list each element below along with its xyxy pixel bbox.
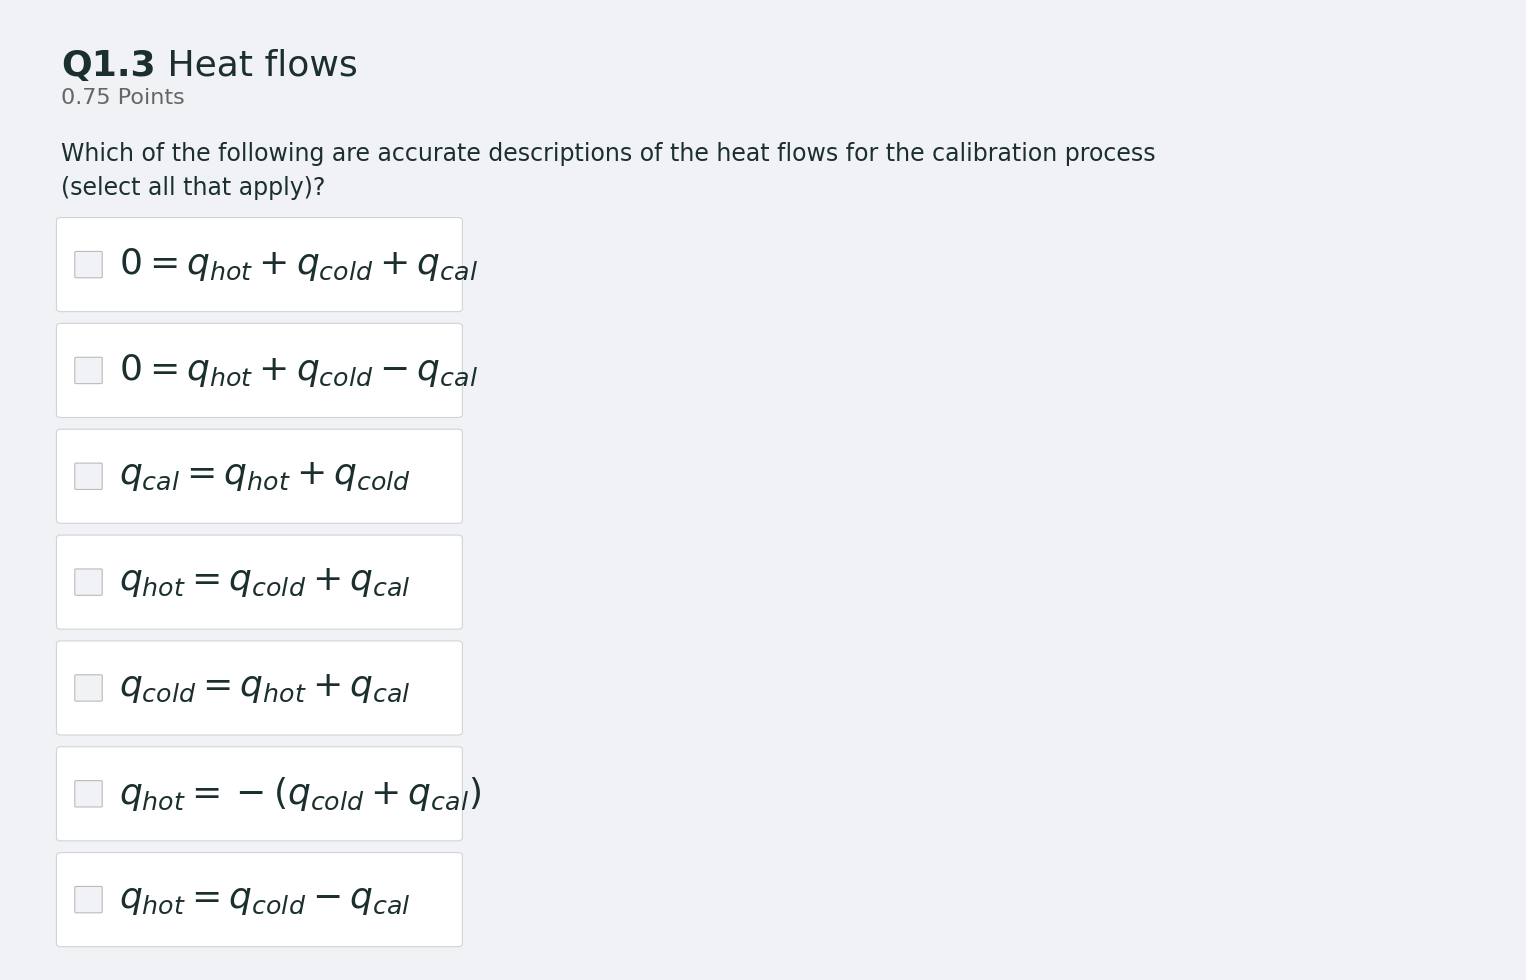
Text: $q_{hot} = -(q_{cold} + q_{cal})$: $q_{hot} = -(q_{cold} + q_{cal})$ — [119, 775, 481, 812]
Text: Q1.3: Q1.3 — [61, 49, 156, 83]
FancyBboxPatch shape — [56, 323, 462, 417]
FancyBboxPatch shape — [75, 675, 102, 701]
FancyBboxPatch shape — [56, 535, 462, 629]
Text: $q_{hot} = q_{cold} - q_{cal}$: $q_{hot} = q_{cold} - q_{cal}$ — [119, 883, 410, 916]
FancyBboxPatch shape — [75, 887, 102, 912]
Text: Heat flows: Heat flows — [156, 49, 357, 83]
Text: 0.75 Points: 0.75 Points — [61, 88, 185, 108]
FancyBboxPatch shape — [75, 781, 102, 807]
FancyBboxPatch shape — [56, 429, 462, 523]
Text: $q_{hot} = q_{cold} + q_{cal}$: $q_{hot} = q_{cold} + q_{cal}$ — [119, 565, 410, 599]
Text: Which of the following are accurate descriptions of the heat flows for the calib: Which of the following are accurate desc… — [61, 142, 1155, 200]
FancyBboxPatch shape — [56, 641, 462, 735]
FancyBboxPatch shape — [75, 358, 102, 383]
FancyBboxPatch shape — [56, 218, 462, 312]
FancyBboxPatch shape — [56, 853, 462, 947]
Text: $q_{cal} = q_{hot} + q_{cold}$: $q_{cal} = q_{hot} + q_{cold}$ — [119, 460, 410, 493]
FancyBboxPatch shape — [75, 464, 102, 489]
FancyBboxPatch shape — [75, 252, 102, 277]
Text: $0 = q_{hot} + q_{cold} - q_{cal}$: $0 = q_{hot} + q_{cold} - q_{cal}$ — [119, 352, 478, 389]
Text: $0 = q_{hot} + q_{cold} + q_{cal}$: $0 = q_{hot} + q_{cold} + q_{cal}$ — [119, 246, 478, 283]
FancyBboxPatch shape — [75, 569, 102, 595]
FancyBboxPatch shape — [56, 747, 462, 841]
Text: $q_{cold} = q_{hot} + q_{cal}$: $q_{cold} = q_{hot} + q_{cal}$ — [119, 671, 410, 705]
